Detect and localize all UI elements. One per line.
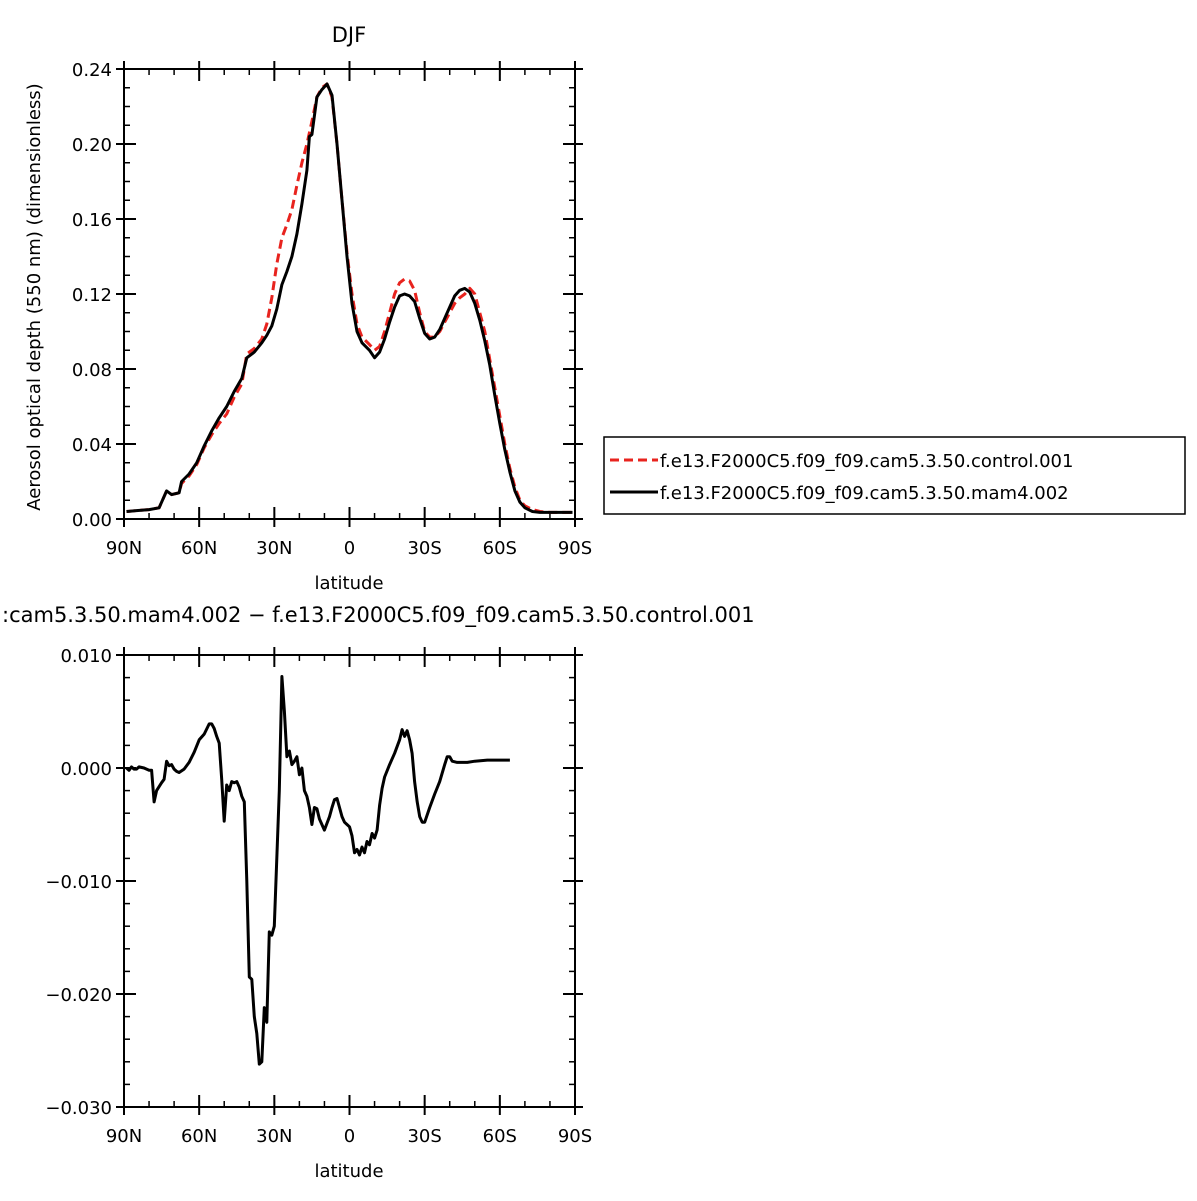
legend-label-mam4: f.e13.F2000C5.f09_f09.cam5.3.50.mam4.002 [660,483,1069,504]
top-y-tick-label: 0.16 [72,210,112,231]
top-x-tick-label: 60N [181,538,217,559]
top-series-lines [126,82,573,514]
legend-label-control: f.e13.F2000C5.f09_f09.cam5.3.50.control.… [660,451,1073,472]
bottom-x-tick-label: 60N [181,1126,217,1147]
top-x-tick-label: 90N [106,538,142,559]
top-y-tick-label: 0.24 [72,60,112,81]
bottom-x-tick-label: 30N [256,1126,292,1147]
top-y-tick-label: 0.08 [72,360,112,381]
bottom-y-tick-label: 0.000 [60,759,112,780]
bottom-x-tick-label: 0 [344,1126,355,1147]
bottom-panel: :cam5.3.50.mam4.002 − f.e13.F2000C5.f09_… [2,603,755,1182]
bottom-x-tick-label: 30S [407,1126,441,1147]
bottom-x-tick-label: 90S [558,1126,592,1147]
bottom-x-tick-label: 90N [106,1126,142,1147]
top-x-tick-label: 30S [407,538,441,559]
bottom-plot-frame [123,654,576,1108]
top-x-tick-label: 30N [256,538,292,559]
top-y-axis-label: Aerosol optical depth (550 nm) (dimensio… [24,83,45,510]
bottom-y-tick-label: −0.030 [45,1098,112,1119]
bottom-chart-title: :cam5.3.50.mam4.002 − f.e13.F2000C5.f09_… [2,603,755,628]
bottom-y-tick-label: 0.010 [60,646,112,667]
top-x-tick-label: 90S [558,538,592,559]
top-series-line-1 [126,82,573,514]
bottom-axis-ticks: 90N 60N 30N 0 30S 60S 90S 0.010 0.000 −0.010 −0.02… [45,646,592,1147]
legend: f.e13.F2000C5.f09_f09.cam5.3.50.control.… [603,436,1186,515]
top-y-tick-label: 0.12 [72,285,112,306]
bottom-x-tick-label: 60S [483,1126,517,1147]
bottom-y-tick-label: −0.010 [45,872,112,893]
bottom-x-axis-label: latitude [314,1161,383,1182]
top-y-tick-label: 0.00 [72,510,112,531]
top-x-axis-label: latitude [314,573,383,594]
top-y-tick-label: 0.04 [72,435,112,456]
top-series-line-0 [126,82,573,514]
top-panel: DJF Aerosol optical depth (550 nm) (dime… [24,23,592,594]
bottom-series-line-0 [125,675,510,1066]
legend-box [603,436,1186,515]
bottom-series-lines [125,675,510,1066]
bottom-y-tick-label: −0.020 [45,985,112,1006]
top-x-tick-label: 0 [344,538,355,559]
top-y-tick-label: 0.20 [72,135,112,156]
top-axis-ticks: 90N 60N 30N 0 30S 60S 90S 0.00 0.04 0.08 0.12 0.16 0… [72,60,592,559]
top-x-tick-label: 60S [483,538,517,559]
top-chart-title: DJF [332,23,366,47]
